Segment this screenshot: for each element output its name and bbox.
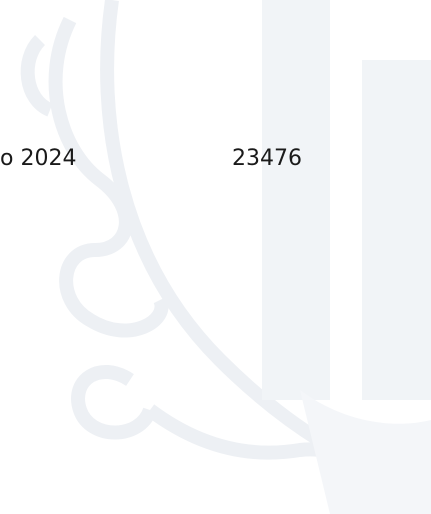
watermark-stripes (262, 0, 431, 400)
page: o 2024 23476 (() => { const data = JSON.… (0, 0, 431, 514)
watermark-leaf (300, 390, 431, 514)
watermark (0, 0, 431, 514)
cell-number: 23476 (232, 146, 302, 171)
cell-text: o 2024 (0, 146, 76, 171)
